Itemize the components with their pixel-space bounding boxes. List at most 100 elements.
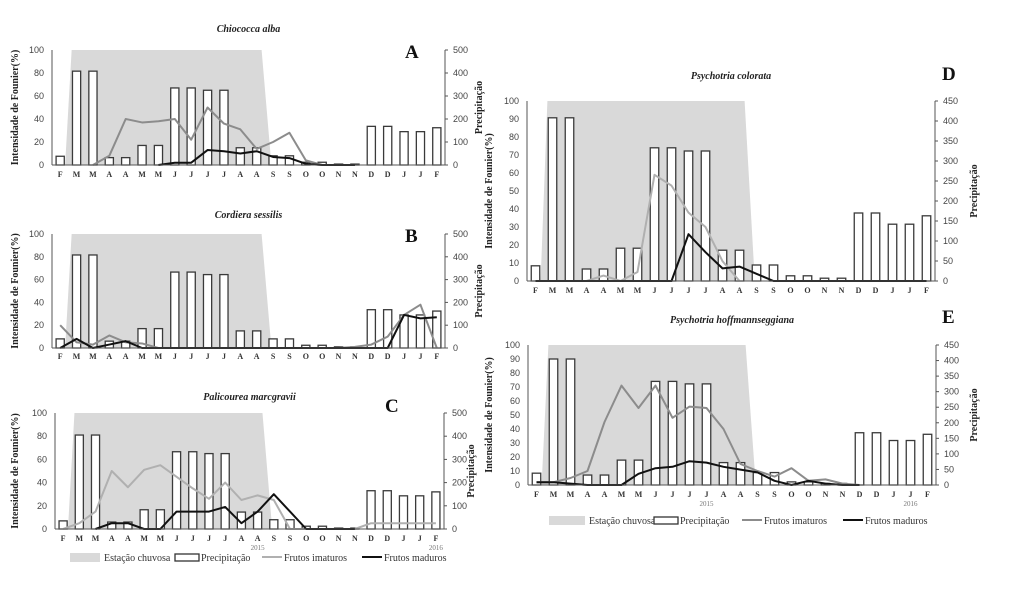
y2-axis-title: Precipitação (466, 444, 477, 497)
x-tick-label: F (61, 534, 66, 543)
y2-tick-label: 300 (943, 156, 958, 166)
precip-bar (649, 147, 660, 282)
y-tick-label: 80 (34, 252, 44, 262)
x-tick-label: O (787, 286, 793, 295)
x-tick-label: A (237, 352, 243, 361)
y2-tick-label: 400 (453, 68, 468, 78)
y2-tick-label: 500 (453, 45, 468, 55)
precip-bar (88, 70, 98, 166)
x-tick-label: N (823, 490, 829, 499)
y2-tick-label: 450 (944, 340, 959, 350)
precip-bar (202, 89, 213, 166)
y-tick-label: 20 (509, 240, 519, 250)
x-tick-label: D (857, 490, 863, 499)
x-tick-label: J (206, 170, 210, 179)
x-tick-label: J (222, 170, 226, 179)
y2-tick-label: 300 (944, 387, 959, 397)
x-tick-label: F (534, 490, 539, 499)
x-tick-label: D (874, 490, 880, 499)
precip-bar (204, 452, 214, 530)
precip-bar (887, 223, 898, 282)
x-tick-label: J (189, 170, 193, 179)
x-tick-label: A (123, 170, 129, 179)
precip-bar (153, 327, 164, 349)
y2-tick-label: 350 (943, 136, 958, 146)
y2-tick-label: 200 (943, 196, 958, 206)
x-tick-label: F (434, 170, 439, 179)
x-tick-label: D (385, 352, 391, 361)
precip-bar (269, 519, 279, 530)
y-tick-label: 30 (509, 222, 519, 232)
year-label: 2015 (251, 544, 266, 552)
y-tick-label: 40 (37, 478, 47, 488)
x-tick-label: M (566, 286, 574, 295)
y-tick-label: 40 (34, 297, 44, 307)
y2-tick-label: 500 (453, 229, 468, 239)
x-tick-label: F (434, 352, 439, 361)
precip-bar (853, 212, 864, 282)
y-axis-title: Intensidade de Founier(%) (484, 133, 495, 249)
y2-tick-label: 200 (944, 418, 959, 428)
precip-bar (235, 330, 246, 349)
x-tick-label: J (704, 286, 708, 295)
precip-bar (904, 223, 915, 282)
x-tick-label: N (352, 534, 358, 543)
precip-bar (366, 125, 377, 166)
y2-tick-label: 300 (453, 275, 468, 285)
x-tick-label: M (89, 170, 97, 179)
y2-tick-label: 100 (943, 236, 958, 246)
precip-bar (870, 212, 881, 282)
x-tick-label: M (76, 534, 84, 543)
y-axis-title: Intensidade de Founier(%) (10, 233, 21, 349)
y2-tick-label: 400 (452, 431, 467, 441)
y-tick-label: 80 (34, 68, 44, 78)
x-tick-label: O (319, 534, 325, 543)
x-tick-label: S (754, 286, 759, 295)
precip-bar (565, 358, 576, 486)
x-tick-label: D (856, 286, 862, 295)
x-tick-label: F (58, 352, 63, 361)
x-tick-label: N (336, 352, 342, 361)
y2-tick-label: 0 (453, 160, 458, 170)
x-tick-label: J (191, 534, 195, 543)
y-tick-label: 60 (37, 454, 47, 464)
x-tick-label: S (288, 534, 293, 543)
precip-bar (888, 439, 899, 486)
precip-bar (137, 144, 147, 166)
precip-bar (530, 265, 541, 282)
precip-bar (382, 125, 393, 166)
precip-bar (170, 271, 180, 349)
x-tick-label: D (873, 286, 879, 295)
y-tick-label: 0 (514, 276, 519, 286)
y-tick-label: 0 (39, 160, 44, 170)
precip-bar (871, 432, 882, 486)
precip-bar (90, 434, 101, 530)
y-tick-label: 100 (29, 229, 44, 239)
x-tick-label: M (549, 286, 557, 295)
x-tick-label: M (155, 170, 163, 179)
year-label: 2015 (700, 500, 715, 508)
x-tick-label: S (287, 352, 292, 361)
x-tick-label: A (255, 534, 261, 543)
panel-letter: C (385, 396, 399, 417)
y2-axis-title: Precipitação (474, 264, 485, 317)
x-tick-label: J (189, 352, 193, 361)
x-tick-label: M (92, 534, 100, 543)
x-tick-label: A (106, 352, 112, 361)
y-tick-label: 20 (34, 320, 44, 330)
precip-bar (55, 155, 65, 166)
y-tick-label: 40 (34, 114, 44, 124)
y2-tick-label: 250 (944, 402, 959, 412)
y2-tick-label: 0 (452, 524, 457, 534)
y-tick-label: 60 (510, 396, 520, 406)
x-tick-label: O (788, 490, 794, 499)
precip-bar (701, 383, 712, 486)
y2-tick-label: 100 (944, 449, 959, 459)
y2-tick-label: 0 (944, 480, 949, 490)
y-tick-label: 60 (34, 91, 44, 101)
precip-bar (268, 338, 278, 349)
x-tick-label: M (73, 170, 81, 179)
x-tick-label: O (303, 170, 309, 179)
x-tick-label: N (839, 286, 845, 295)
x-tick-label: D (385, 170, 391, 179)
